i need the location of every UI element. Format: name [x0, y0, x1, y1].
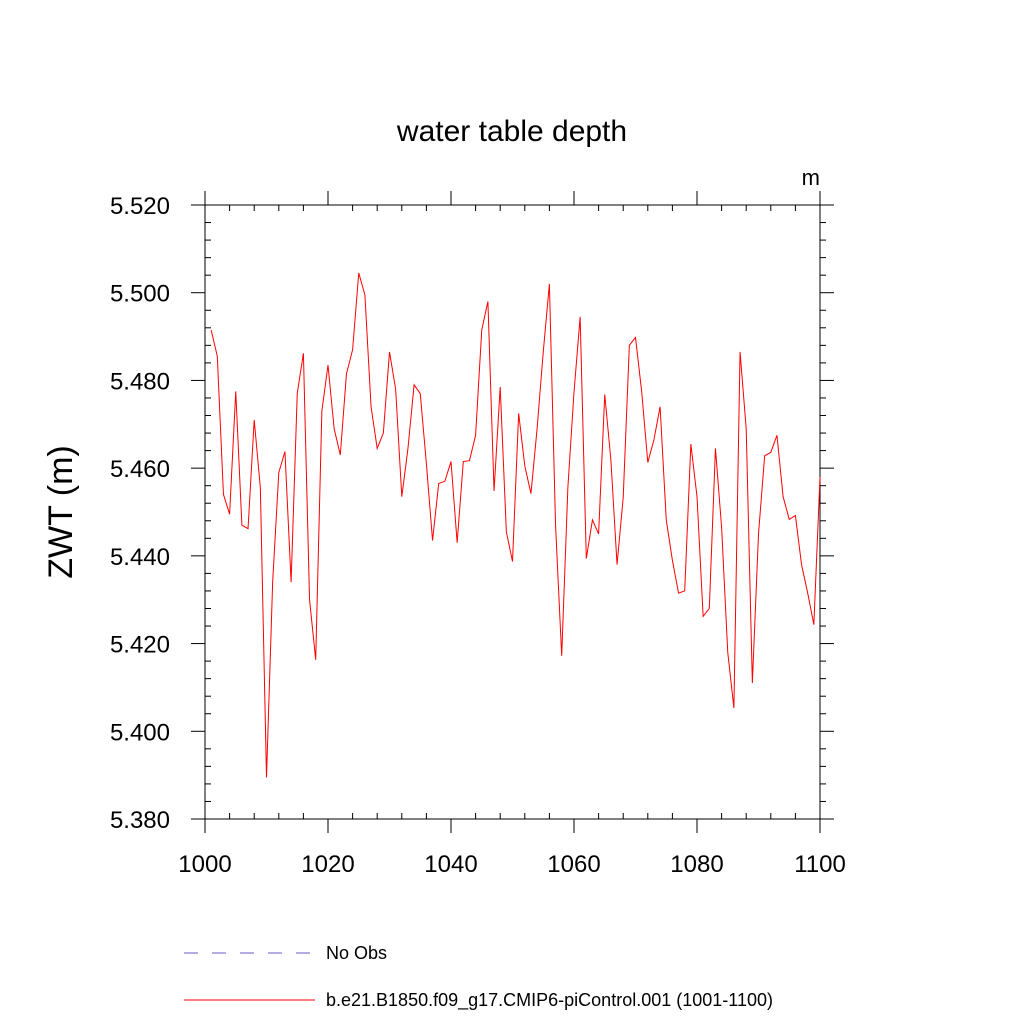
y-tick-label: 5.520: [110, 193, 170, 220]
units-label: m: [802, 165, 820, 190]
x-tick-label: 1080: [670, 851, 723, 878]
plot-border: [204, 204, 821, 820]
plot-frame: [204, 204, 821, 820]
y-tick-label: 5.400: [110, 719, 170, 746]
y-tick-label: 5.440: [110, 544, 170, 571]
x-tick-label: 1060: [547, 851, 600, 878]
x-axis: 1000 1020 1040 1060 1080 1100: [178, 191, 846, 878]
legend-label: b.e21.B1850.f09_g17.CMIP6-piControl.001 …: [326, 990, 773, 1011]
legend-label: No Obs: [326, 943, 387, 963]
y-tick-label: 5.380: [110, 807, 170, 834]
y-axis: 5.380 5.400 5.420 5.440 5.460 5.480 5.500 5.520: [110, 193, 834, 834]
y-tick-label: 5.500: [110, 281, 170, 308]
y-tick-label: 5.460: [110, 456, 170, 483]
y-axis-label: ZWT (m): [42, 445, 80, 578]
series-line: [210, 272, 821, 778]
x-tick-label: 1000: [178, 851, 231, 878]
chart-title: water table depth: [396, 115, 627, 148]
series-layer: [210, 272, 821, 778]
x-tick-label: 1040: [424, 851, 477, 878]
x-tick-label: 1020: [301, 851, 354, 878]
y-tick-label: 5.420: [110, 632, 170, 659]
y-tick-label: 5.480: [110, 368, 170, 395]
legend: No Obs b.e21.B1850.f09_g17.CMIP6-piContro…: [184, 943, 773, 1011]
x-tick-label: 1100: [794, 851, 846, 878]
